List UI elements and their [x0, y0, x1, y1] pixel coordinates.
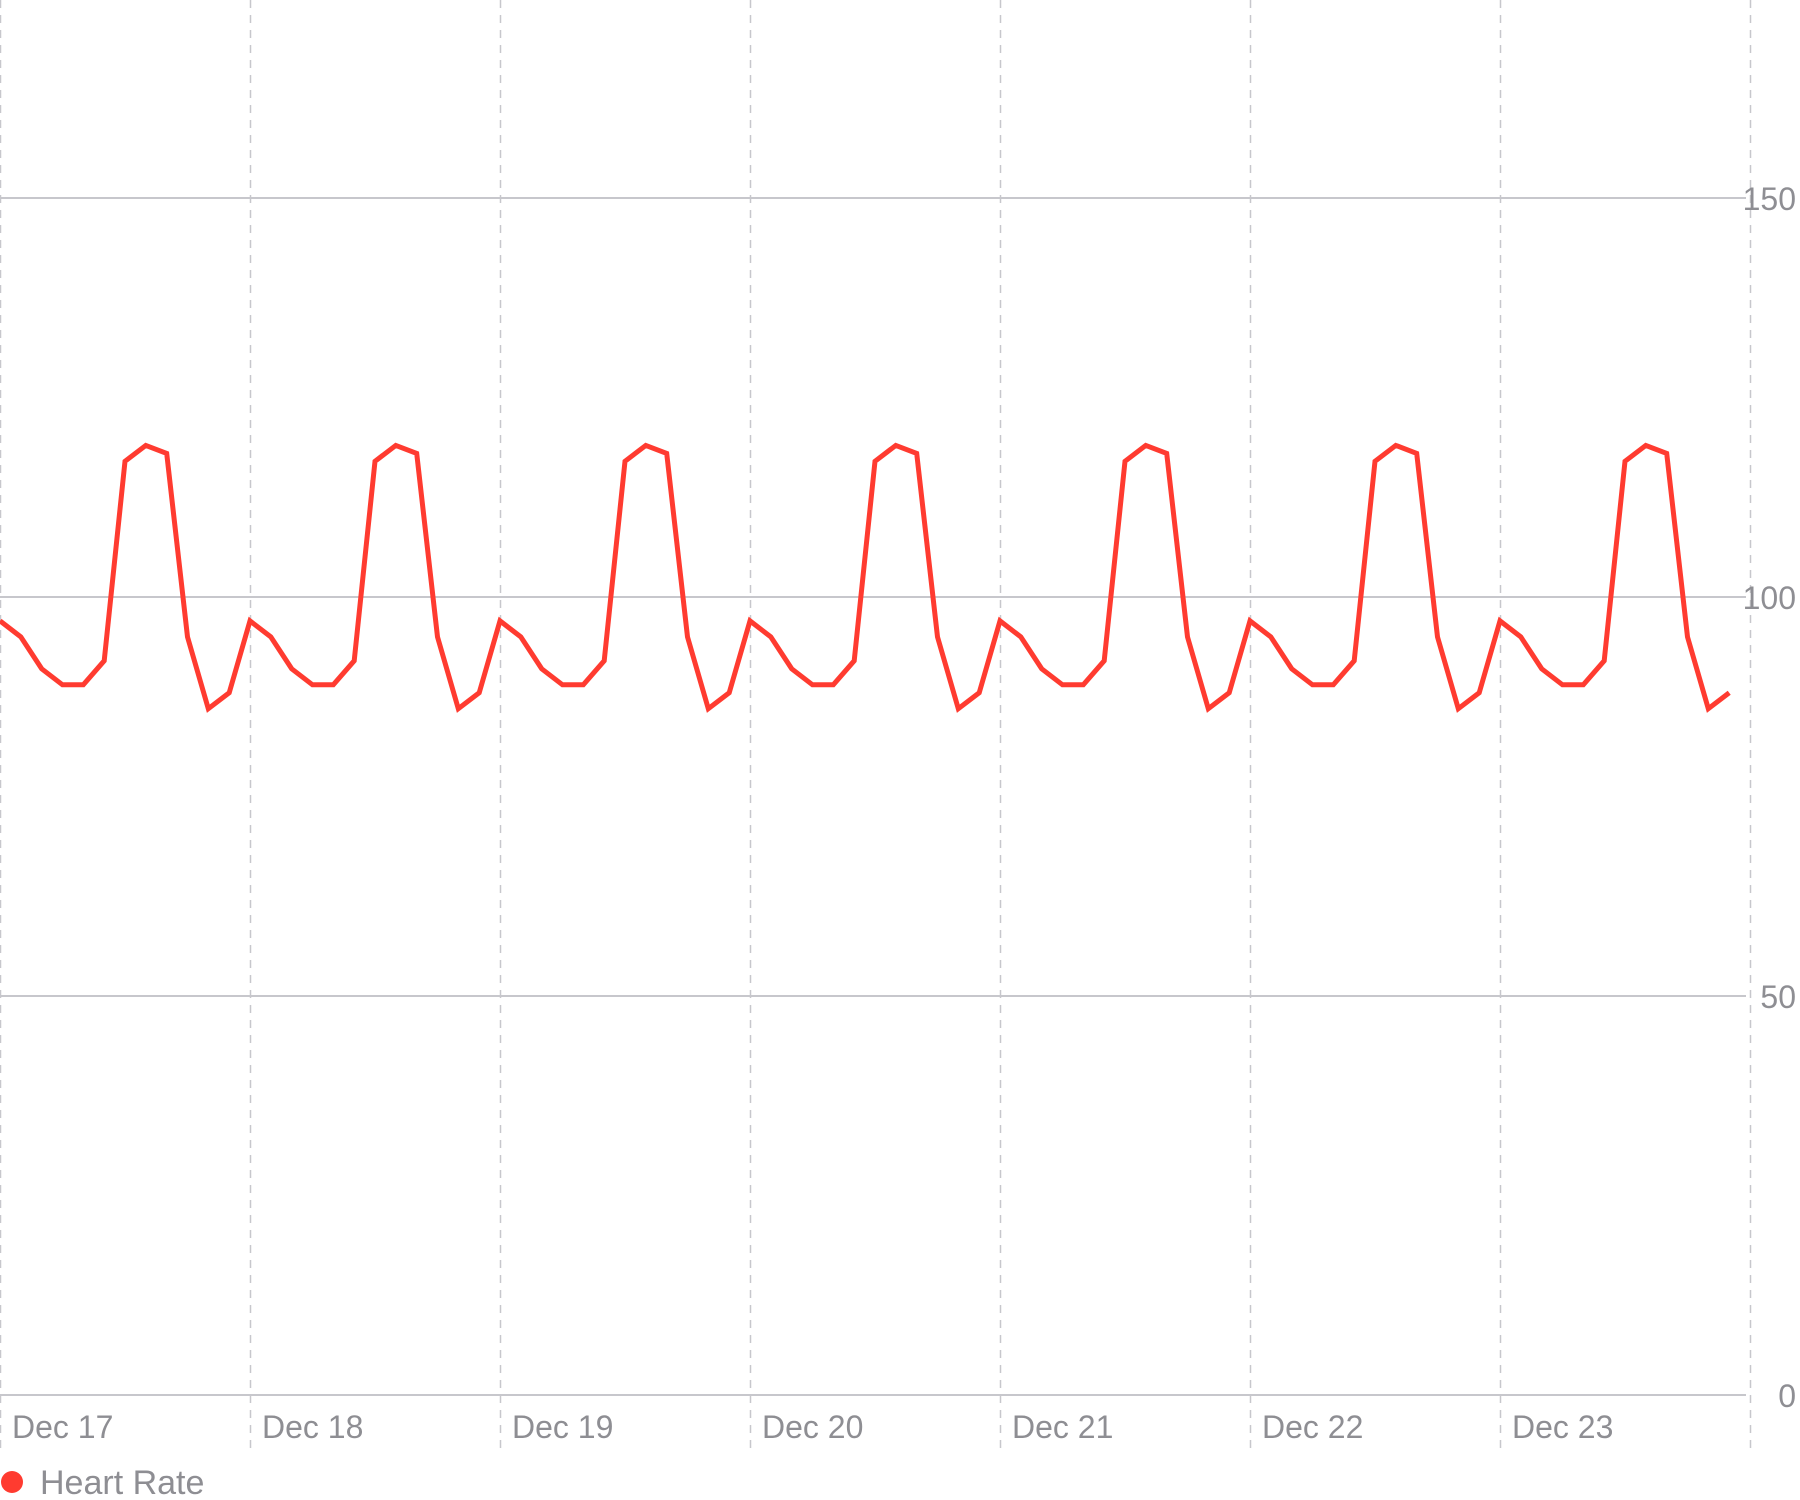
y-tick-label-50: 50	[1760, 979, 1796, 1015]
legend-label-heart-rate: Heart Rate	[40, 1464, 204, 1500]
x-tick-label-1: Dec 18	[262, 1409, 363, 1445]
axes: 0 50 100 150 Dec 17 Dec 18 Dec 19 Dec 20 Dec 21 D…	[12, 181, 1796, 1445]
x-tick-label-6: Dec 23	[1512, 1409, 1613, 1445]
x-tick-label-2: Dec 19	[512, 1409, 613, 1445]
y-tick-label-100: 100	[1743, 580, 1796, 616]
series	[0, 442, 1731, 713]
y-tick-label-0: 0	[1778, 1378, 1796, 1414]
y-tick-label-150: 150	[1743, 181, 1796, 217]
series-line-heart-rate	[0, 442, 1731, 713]
x-tick-label-3: Dec 20	[762, 1409, 863, 1445]
grid	[0, 0, 1752, 1448]
legend: Heart Rate	[1, 1464, 204, 1500]
legend-swatch-heart-rate	[1, 1471, 23, 1493]
x-tick-label-5: Dec 22	[1262, 1409, 1363, 1445]
x-tick-label-4: Dec 21	[1012, 1409, 1113, 1445]
x-tick-label-0: Dec 17	[12, 1409, 113, 1445]
